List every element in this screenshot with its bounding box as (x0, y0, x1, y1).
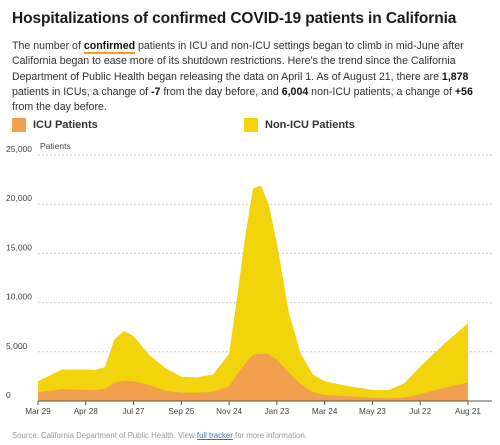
confirmed-highlight: confirmed (83, 40, 136, 54)
icu-area (38, 353, 468, 401)
intro-paragraph: The number of confirmed patients in ICU … (12, 39, 492, 115)
intro-text-4: from the day before, and (160, 85, 282, 98)
x-tick-label: Jul 22 (409, 407, 431, 416)
y-tick-label: 20,000 (6, 193, 32, 203)
x-tick-label: Apr 28 (74, 407, 99, 416)
source-prefix: Source: California Department of Public … (12, 431, 197, 440)
y-tick-label: 10,000 (6, 292, 32, 302)
x-tick-label: Sep 25 (168, 407, 194, 416)
icu-change: -7 (150, 85, 161, 98)
x-tick-label: Nov 24 (216, 407, 242, 416)
x-tick-label: Mar 29 (25, 407, 51, 416)
source-suffix: for more information. (232, 431, 307, 440)
x-tick-label: May 23 (359, 407, 386, 416)
x-tick-label: Jul 27 (123, 407, 145, 416)
y-tick-label: 5,000 (6, 341, 28, 351)
legend-icu-label: ICU Patients (33, 119, 98, 131)
legend-nonicu-label: Non-ICU Patients (265, 119, 355, 131)
icu-count: 1,878 (441, 70, 469, 83)
non-icu-area (38, 185, 468, 401)
legend-icu-swatch (12, 118, 26, 132)
x-tick-label: Jan 23 (265, 407, 290, 416)
y-tick-label: 25,000 (6, 144, 32, 154)
intro-text-6: from the day before. (12, 101, 107, 114)
x-tick-label: Mar 24 (312, 407, 338, 416)
legend-icu: ICU Patients (12, 118, 98, 132)
y-tick-label: 15,000 (6, 242, 32, 252)
legend-nonicu: Non-ICU Patients (244, 118, 355, 132)
page-title: Hospitalizations of confirmed COVID-19 p… (12, 10, 457, 27)
x-tick-label: Aug 21 (455, 407, 481, 416)
legend-nonicu-swatch (244, 118, 258, 132)
source-note: Source: California Department of Public … (12, 431, 307, 440)
nonicu-count: 6,004 (281, 85, 309, 98)
intro-text-1: The number of (12, 40, 84, 52)
nonicu-change: +56 (454, 85, 473, 98)
y-tick-label: 0 (6, 390, 11, 400)
intro-text-3: patients in ICUs, a change of (12, 85, 151, 98)
full-tracker-link[interactable]: full tracker (196, 431, 233, 440)
intro-text-5: non-ICU patients, a change of (308, 85, 455, 98)
y-axis-label: Patients (40, 141, 71, 151)
intro-text-2: patients in ICU and non-ICU settings beg… (12, 40, 464, 83)
